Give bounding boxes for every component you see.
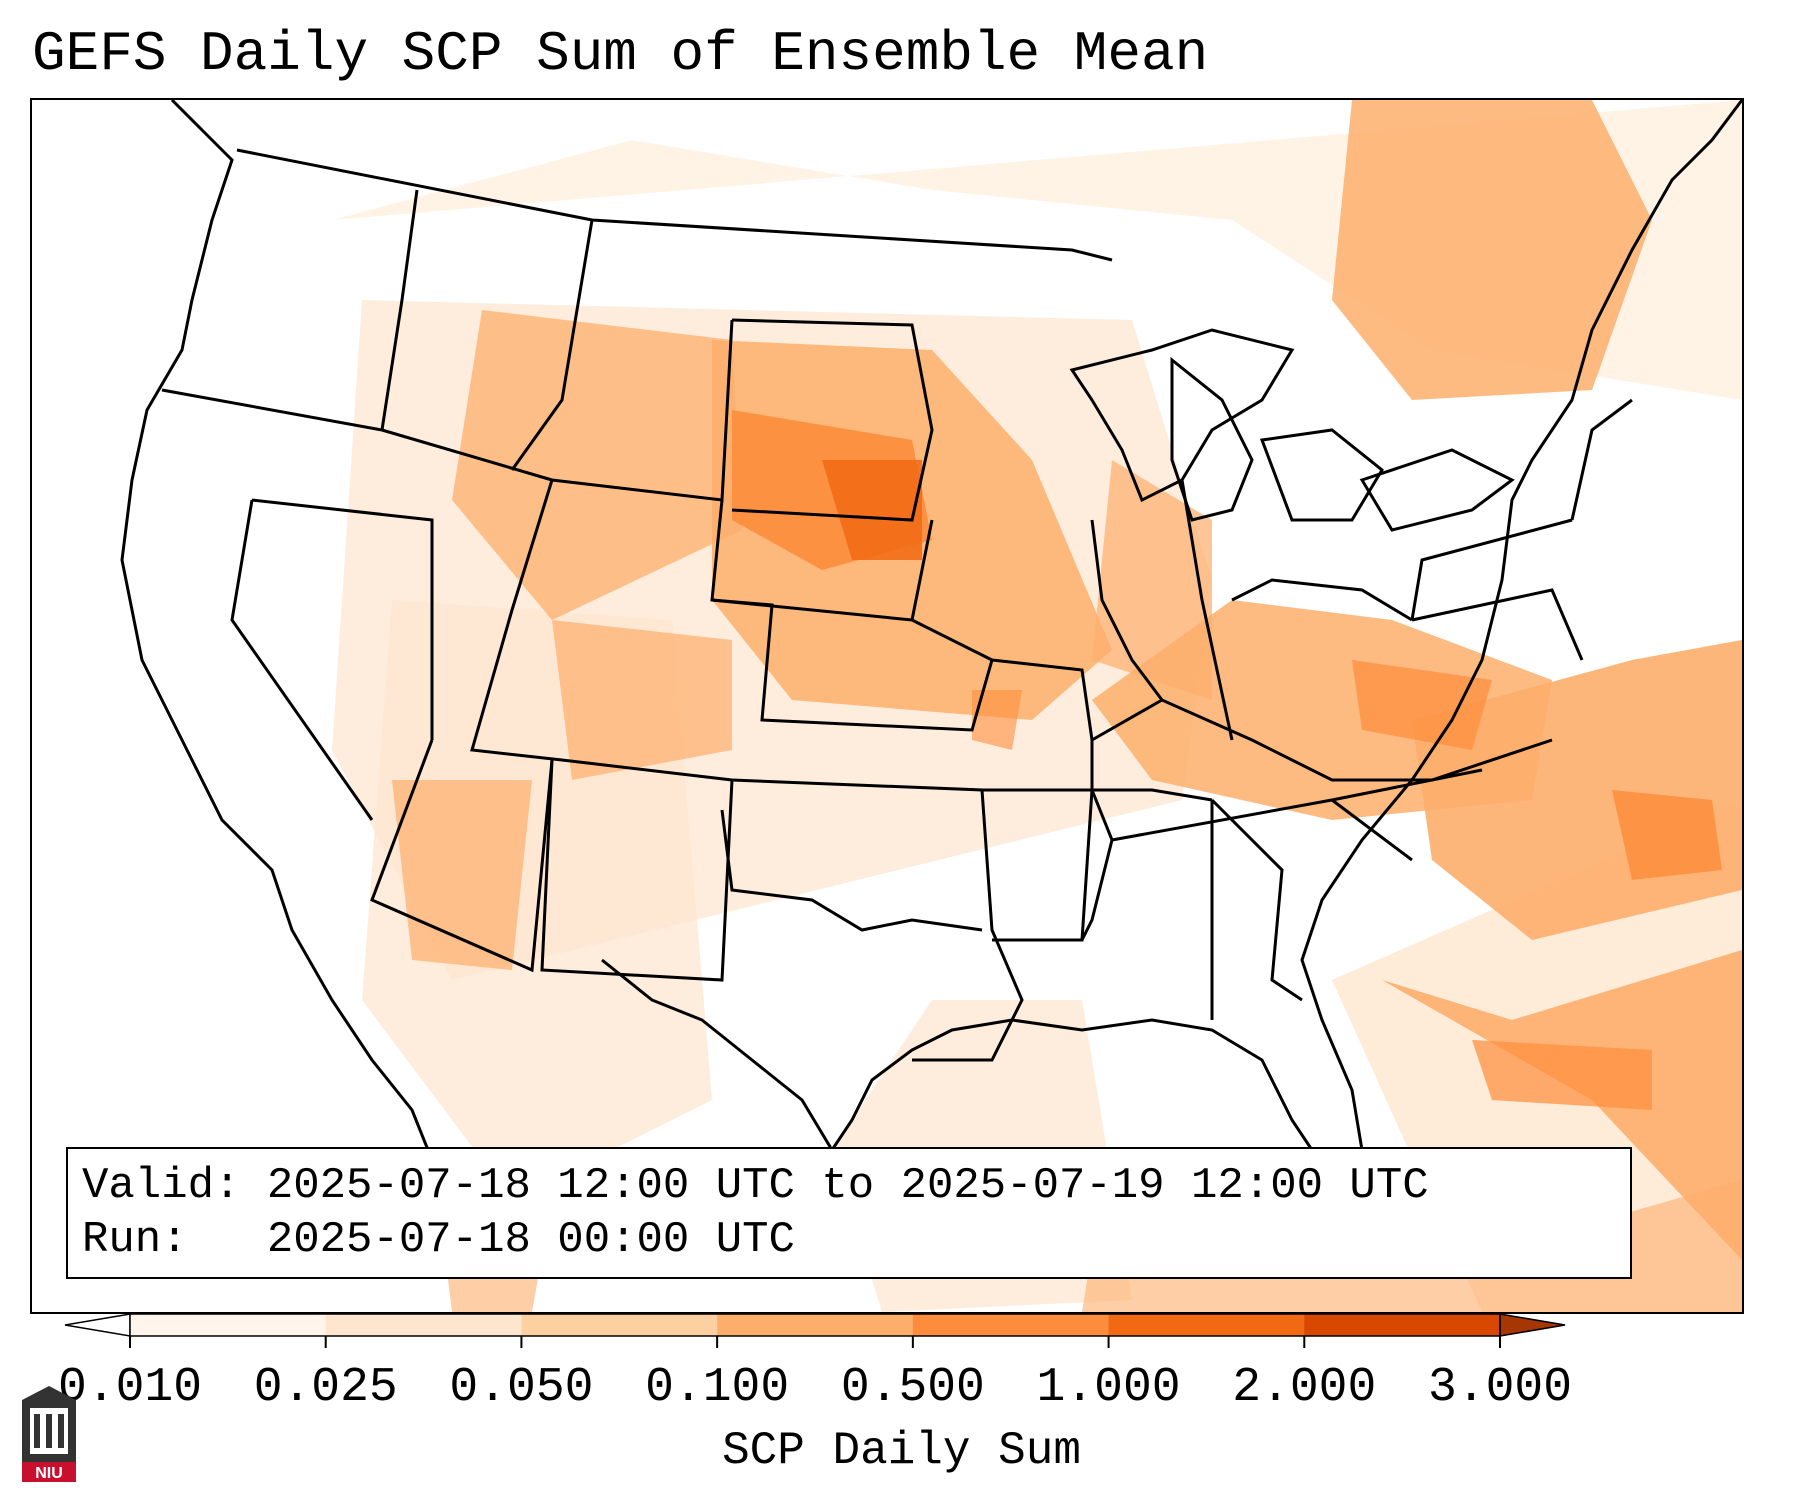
- valid-label: Valid:: [82, 1161, 241, 1211]
- colorbar-segment: [1108, 1314, 1305, 1336]
- map-boundaries: [120, 100, 1742, 1201]
- colorbar-segment: [130, 1314, 327, 1336]
- conus-map: [120, 100, 1742, 1312]
- colorbar-tick-label: 1.000: [1036, 1361, 1181, 1415]
- colorbar-segment: [521, 1314, 718, 1336]
- map-title: GEFS Daily SCP Sum of Ensemble Mean: [32, 22, 1209, 86]
- run-line: Run: 2025-07-18 00:00 UTC: [82, 1213, 1616, 1267]
- colorbar-tick-label: 0.100: [645, 1361, 790, 1415]
- run-label: Run:: [82, 1215, 188, 1265]
- colorbar-tick-label: 0.025: [253, 1361, 398, 1415]
- run-time: 2025-07-18 00:00 UTC: [266, 1215, 795, 1265]
- colorbar-tick-label: 0.010: [57, 1361, 203, 1415]
- colorbar-tick-label: 2.000: [1232, 1361, 1377, 1415]
- colorbar-extend-low: [64, 1313, 131, 1337]
- colorbar-tick-label: 0.500: [840, 1361, 985, 1415]
- colorbar-segment: [717, 1314, 914, 1336]
- svg-text:NIU: NIU: [35, 1465, 63, 1482]
- valid-line: Valid: 2025-07-18 12:00 UTC to 2025-07-1…: [82, 1159, 1616, 1213]
- colorbar-segment: [912, 1314, 1110, 1336]
- colorbar-label: SCP Daily Sum: [722, 1425, 1081, 1477]
- colorbar-segment: [325, 1314, 522, 1336]
- valid-run-info-box: Valid: 2025-07-18 12:00 UTC to 2025-07-1…: [66, 1147, 1632, 1279]
- colorbar-tick-label: 3.000: [1427, 1361, 1573, 1415]
- colorbar-extend-high: [1499, 1313, 1566, 1337]
- niu-logo: NIU: [22, 1386, 76, 1482]
- colorbar-segment: [1304, 1314, 1501, 1336]
- scp-shading: [332, 100, 1742, 1312]
- map-panel: [30, 98, 1744, 1314]
- valid-range: 2025-07-18 12:00 UTC to 2025-07-19 12:00…: [266, 1161, 1429, 1211]
- colorbar-tick-label: 0.050: [449, 1361, 594, 1415]
- colorbar: [64, 1313, 1566, 1348]
- colorbar-frame: [129, 1313, 1501, 1337]
